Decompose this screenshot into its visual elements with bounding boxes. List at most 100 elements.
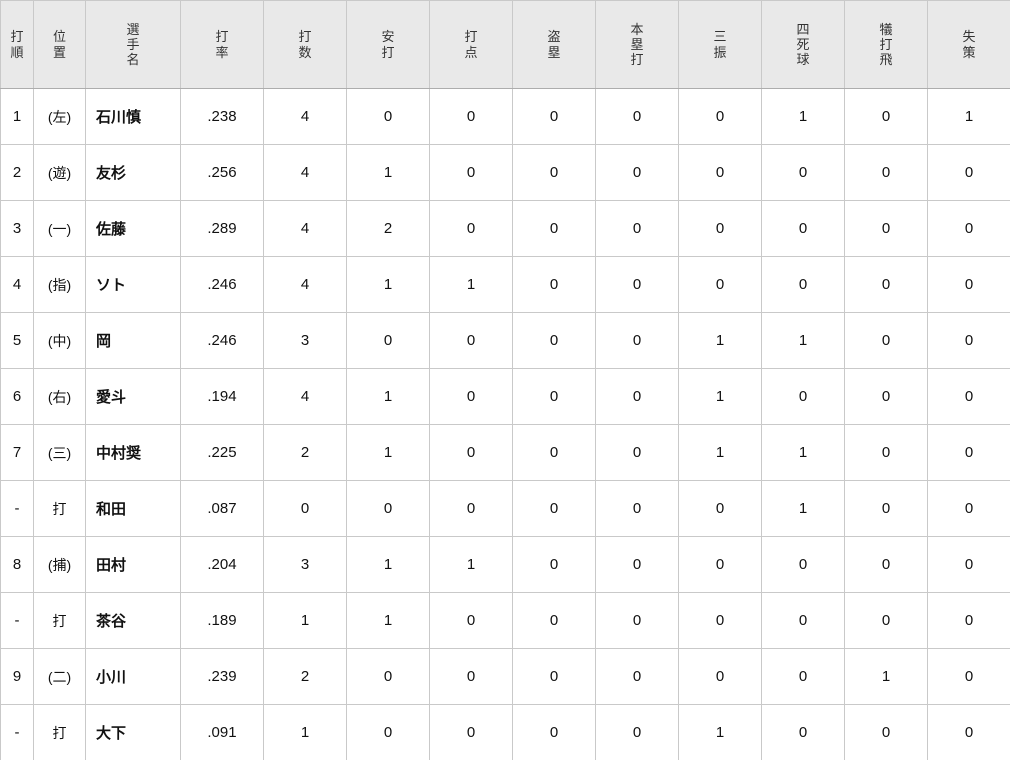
cell-hr: 0 xyxy=(595,536,679,593)
cell-sac: 1 xyxy=(844,648,928,705)
cell-rbi: 0 xyxy=(429,424,513,481)
cell-sac: 0 xyxy=(844,424,928,481)
cell-position: (左) xyxy=(33,88,86,145)
cell-bb: 0 xyxy=(761,648,845,705)
cell-avg: .246 xyxy=(180,312,264,369)
column-header-name: 選手名 xyxy=(85,0,181,89)
cell-so: 0 xyxy=(678,200,762,257)
cell-order: 8 xyxy=(0,536,34,593)
cell-bb: 0 xyxy=(761,256,845,313)
cell-hr: 0 xyxy=(595,704,679,760)
cell-err: 0 xyxy=(927,424,1010,481)
cell-sac: 0 xyxy=(844,704,928,760)
cell-hr: 0 xyxy=(595,88,679,145)
cell-err: 0 xyxy=(927,704,1010,760)
cell-position: (捕) xyxy=(33,536,86,593)
cell-sac: 0 xyxy=(844,368,928,425)
cell-hr: 0 xyxy=(595,256,679,313)
cell-bb: 0 xyxy=(761,536,845,593)
cell-hits: 1 xyxy=(346,536,430,593)
cell-avg: .256 xyxy=(180,144,264,201)
cell-position: 打 xyxy=(33,592,86,649)
column-header-so: 三振 xyxy=(678,0,762,89)
cell-so: 1 xyxy=(678,368,762,425)
cell-sb: 0 xyxy=(512,88,596,145)
cell-position: 打 xyxy=(33,480,86,537)
cell-hr: 0 xyxy=(595,424,679,481)
cell-name: 友杉 xyxy=(85,144,181,201)
cell-hr: 0 xyxy=(595,368,679,425)
cell-hr: 0 xyxy=(595,648,679,705)
cell-rbi: 0 xyxy=(429,480,513,537)
cell-avg: .239 xyxy=(180,648,264,705)
cell-bb: 0 xyxy=(761,144,845,201)
column-header-label: 安打 xyxy=(381,29,395,60)
cell-rbi: 0 xyxy=(429,144,513,201)
column-header-label: 四死球 xyxy=(796,21,810,68)
cell-order: 6 xyxy=(0,368,34,425)
cell-name: 岡 xyxy=(85,312,181,369)
cell-avg: .091 xyxy=(180,704,264,760)
cell-sac: 0 xyxy=(844,536,928,593)
table-row: 7 (三) 中村奨 .225 2 1 0 0 0 1 1 0 0 xyxy=(0,424,1010,481)
cell-hits: 0 xyxy=(346,704,430,760)
cell-hits: 1 xyxy=(346,592,430,649)
cell-ab: 3 xyxy=(263,536,347,593)
cell-avg: .189 xyxy=(180,592,264,649)
cell-order: 3 xyxy=(0,200,34,257)
column-header-bb: 四死球 xyxy=(761,0,845,89)
cell-bb: 1 xyxy=(761,480,845,537)
cell-name: 石川慎 xyxy=(85,88,181,145)
cell-order: - xyxy=(0,480,34,537)
cell-sac: 0 xyxy=(844,256,928,313)
cell-avg: .238 xyxy=(180,88,264,145)
cell-sb: 0 xyxy=(512,536,596,593)
cell-hr: 0 xyxy=(595,592,679,649)
cell-order: 4 xyxy=(0,256,34,313)
column-header-sb: 盗塁 xyxy=(512,0,596,89)
cell-rbi: 1 xyxy=(429,536,513,593)
cell-ab: 4 xyxy=(263,200,347,257)
column-header-label: 打順 xyxy=(10,29,24,60)
cell-sac: 0 xyxy=(844,312,928,369)
cell-rbi: 0 xyxy=(429,704,513,760)
cell-ab: 4 xyxy=(263,144,347,201)
cell-position: 打 xyxy=(33,704,86,760)
cell-name: 田村 xyxy=(85,536,181,593)
cell-err: 1 xyxy=(927,88,1010,145)
header-row: 打順 位置 選手名 打率 打数 安打 打点 盗塁 本塁打 三振 四死球 犠打飛 失策 xyxy=(0,0,1010,89)
column-header-hr: 本塁打 xyxy=(595,0,679,89)
table-row: 9 (二) 小川 .239 2 0 0 0 0 0 0 1 0 xyxy=(0,648,1010,705)
cell-hits: 1 xyxy=(346,256,430,313)
cell-name: 和田 xyxy=(85,480,181,537)
table-row: 8 (捕) 田村 .204 3 1 1 0 0 0 0 0 0 xyxy=(0,536,1010,593)
cell-sb: 0 xyxy=(512,144,596,201)
cell-hr: 0 xyxy=(595,200,679,257)
cell-sac: 0 xyxy=(844,592,928,649)
cell-order: 2 xyxy=(0,144,34,201)
cell-so: 0 xyxy=(678,536,762,593)
cell-err: 0 xyxy=(927,312,1010,369)
cell-sb: 0 xyxy=(512,368,596,425)
cell-bb: 1 xyxy=(761,424,845,481)
cell-avg: .225 xyxy=(180,424,264,481)
column-header-sac: 犠打飛 xyxy=(844,0,928,89)
cell-hits: 0 xyxy=(346,312,430,369)
cell-err: 0 xyxy=(927,200,1010,257)
cell-ab: 2 xyxy=(263,424,347,481)
table-row: 3 (一) 佐藤 .289 4 2 0 0 0 0 0 0 0 xyxy=(0,200,1010,257)
cell-hits: 0 xyxy=(346,648,430,705)
cell-err: 0 xyxy=(927,592,1010,649)
cell-so: 1 xyxy=(678,424,762,481)
cell-so: 1 xyxy=(678,312,762,369)
cell-bb: 0 xyxy=(761,704,845,760)
cell-avg: .289 xyxy=(180,200,264,257)
table-row: 4 (指) ソト .246 4 1 1 0 0 0 0 0 0 xyxy=(0,256,1010,313)
cell-position: (右) xyxy=(33,368,86,425)
cell-position: (三) xyxy=(33,424,86,481)
cell-position: (一) xyxy=(33,200,86,257)
cell-sac: 0 xyxy=(844,480,928,537)
cell-so: 0 xyxy=(678,480,762,537)
cell-order: 9 xyxy=(0,648,34,705)
cell-name: 茶谷 xyxy=(85,592,181,649)
